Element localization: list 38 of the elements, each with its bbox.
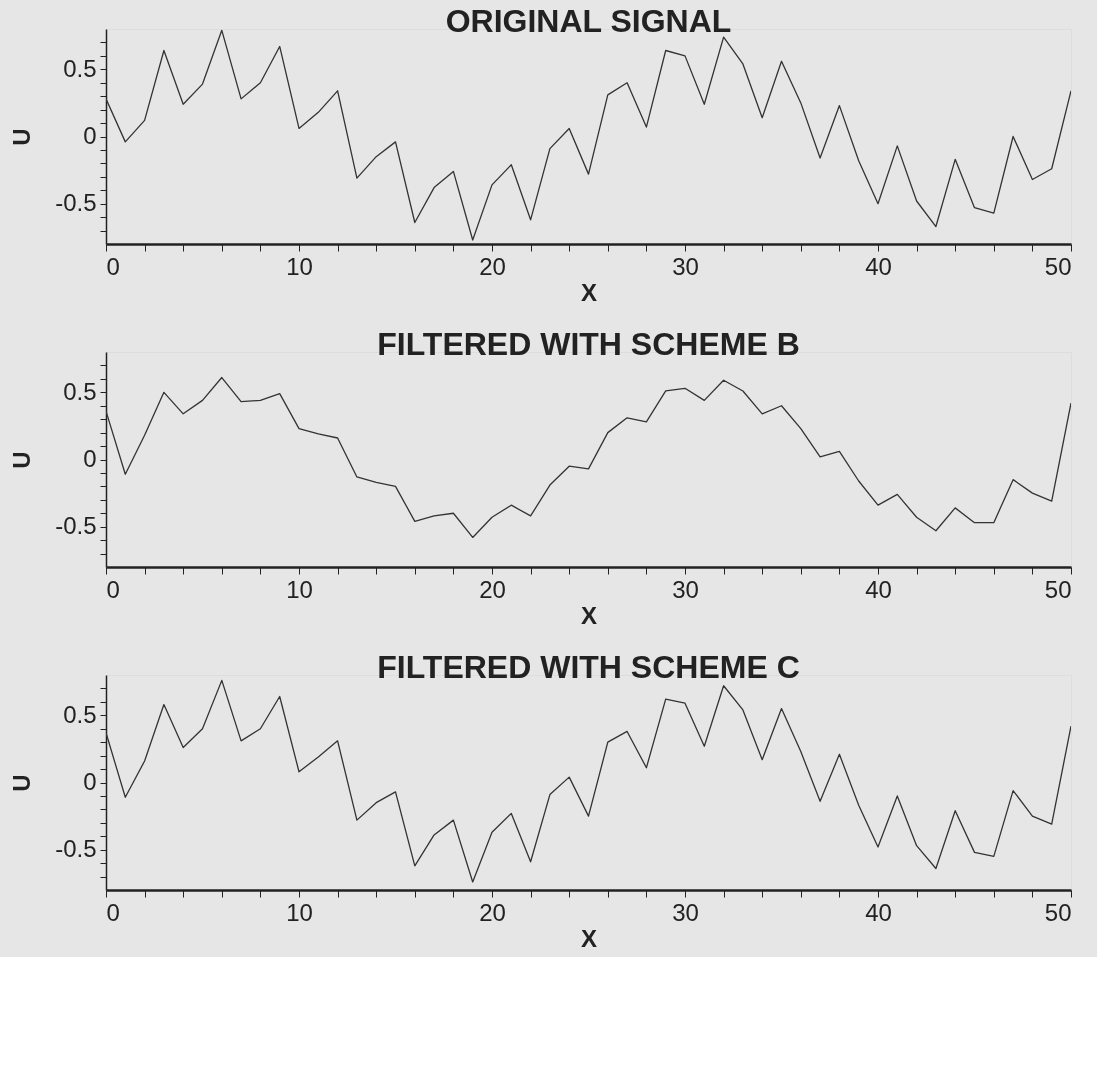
- line-series: [106, 376, 1071, 539]
- x-tick-label: 0: [106, 898, 120, 926]
- x-tick-label: 20: [479, 575, 506, 603]
- y-tick-label: 0.5: [63, 700, 97, 728]
- x-tick-label: 30: [672, 898, 699, 926]
- x-tick-label: 50: [1044, 575, 1072, 603]
- x-tick-label: 40: [865, 575, 892, 603]
- y-axis-title: U: [8, 128, 36, 146]
- line-series: [106, 679, 1071, 883]
- x-tick-label: 0: [106, 575, 120, 603]
- chart-title: FILTERED WITH SCHEME B: [377, 326, 800, 362]
- y-tick-label: 0: [83, 445, 97, 472]
- x-tick-label: 50: [1044, 898, 1072, 926]
- x-tick-label: 30: [672, 575, 699, 603]
- chart-title: FILTERED WITH SCHEME C: [377, 649, 800, 685]
- x-tick-label: 40: [865, 252, 892, 280]
- x-tick-label: 10: [286, 252, 313, 280]
- x-tick-label: 20: [479, 898, 506, 926]
- x-tick-label: 20: [479, 252, 506, 280]
- x-tick-label: 40: [865, 898, 892, 926]
- x-tick-label: 10: [286, 575, 313, 603]
- y-tick-label: 0: [83, 122, 97, 149]
- y-tick-label: -0.5: [55, 512, 97, 540]
- y-tick-label: 0.5: [63, 54, 97, 82]
- x-tick-label: 0: [106, 252, 120, 280]
- x-tick-label: 30: [672, 252, 699, 280]
- y-tick-label: -0.5: [55, 835, 97, 863]
- y-tick-label: -0.5: [55, 189, 97, 217]
- y-axis-title: U: [8, 451, 36, 469]
- x-axis-title: X: [580, 278, 598, 306]
- y-axis-title: U: [8, 774, 36, 792]
- chart-title: ORIGINAL SIGNAL: [445, 3, 732, 39]
- x-axis-title: X: [580, 601, 598, 629]
- y-tick-label: 0: [83, 768, 97, 795]
- x-axis-title: X: [580, 924, 598, 952]
- y-tick-label: 0.5: [63, 377, 97, 405]
- x-tick-label: 50: [1044, 252, 1072, 280]
- x-tick-label: 10: [286, 898, 313, 926]
